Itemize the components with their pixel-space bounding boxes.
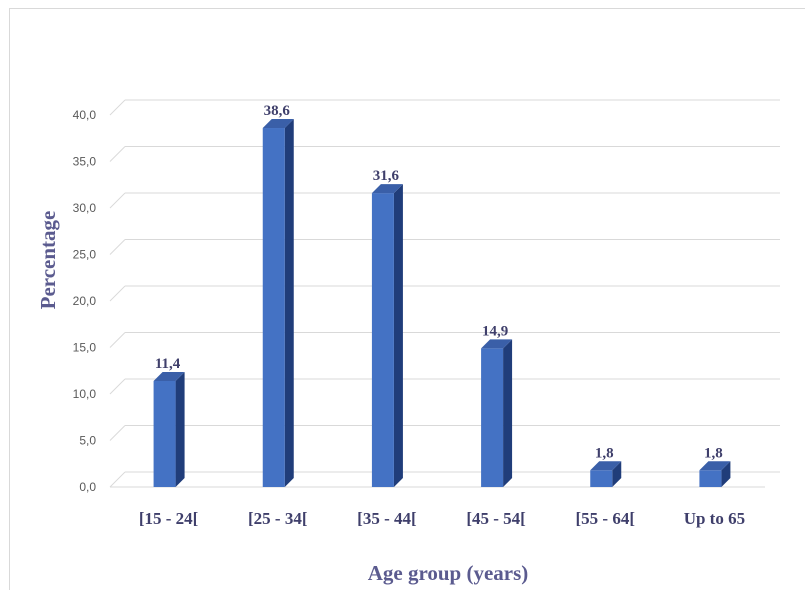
bar-side: [612, 461, 622, 487]
y-tick-label: 40,0: [73, 108, 97, 122]
gridlines: [109, 99, 780, 488]
y-tick-label: 15,0: [73, 341, 97, 355]
bar-5: [590, 461, 622, 487]
bar-side: [393, 184, 403, 487]
bar-side: [721, 461, 731, 487]
bar: [481, 348, 504, 487]
bar: [699, 470, 722, 487]
bar-side: [503, 339, 513, 487]
bar-4: [481, 339, 513, 487]
gridline-diagonal: [109, 99, 126, 116]
gridline-diagonal: [109, 239, 126, 255]
gridline-diagonal: [109, 332, 126, 348]
data-label: 38,6: [264, 103, 291, 119]
bar-top: [481, 339, 513, 349]
data-label: 31,6: [373, 168, 400, 184]
y-tick-label: 35,0: [73, 155, 97, 169]
y-tick-label: 30,0: [73, 201, 97, 215]
gridline-diagonal: [109, 425, 126, 441]
data-label: 11,4: [155, 356, 181, 372]
x-axis-categories: [15 - 24[ [25 - 34[ [35 - 44[ [45 - 54[ [55 …: [139, 509, 745, 528]
x-axis-title: Age group (years): [368, 561, 529, 585]
bar-top: [590, 461, 622, 471]
x-category-label: [55 - 64[: [576, 509, 636, 528]
x-category-label: [45 - 54[: [466, 509, 526, 528]
x-category-label: [35 - 44[: [357, 509, 417, 528]
x-category-label: Up to 65: [684, 509, 745, 528]
bar-side: [175, 371, 185, 487]
gridline-diagonal: [109, 192, 126, 209]
data-labels: 11,4 38,6 31,6 14,9 1,8 1,8: [155, 103, 723, 461]
bar: [371, 193, 394, 487]
bar-top: [371, 184, 403, 194]
y-tick-label: 25,0: [73, 248, 97, 262]
y-axis-title: Percentage: [36, 211, 60, 310]
gridline-diagonal: [109, 146, 126, 162]
bar-top: [699, 461, 731, 471]
x-category-label: [15 - 24[: [139, 509, 199, 528]
chart-frame: [9, 8, 805, 590]
y-tick-label: 20,0: [73, 294, 97, 308]
data-label: 1,8: [595, 445, 614, 461]
gridline-diagonal: [109, 471, 126, 488]
bars: [153, 119, 731, 488]
bar: [153, 380, 176, 487]
y-tick-label: 5,0: [79, 434, 96, 448]
data-label: 1,8: [704, 445, 723, 461]
y-tick-label: 0,0: [79, 480, 96, 494]
gridline-diagonal: [109, 285, 126, 302]
y-tick-label: 10,0: [73, 387, 97, 401]
data-label: 14,9: [482, 323, 508, 339]
y-axis-ticks: 0,0 5,0 10,0 15,0 20,0 25,0 30,0 35,0 40,0: [73, 108, 97, 494]
bar-3: [371, 184, 403, 487]
bar-6: [699, 461, 731, 487]
bar-2: [262, 119, 294, 488]
gridline-diagonal: [109, 378, 126, 395]
bar-side: [284, 119, 294, 488]
bar: [590, 470, 613, 487]
x-category-label: [25 - 34[: [248, 509, 308, 528]
bar-top: [262, 119, 294, 129]
bar-1: [153, 371, 185, 487]
bar-top: [153, 371, 185, 381]
bar: [262, 128, 285, 487]
